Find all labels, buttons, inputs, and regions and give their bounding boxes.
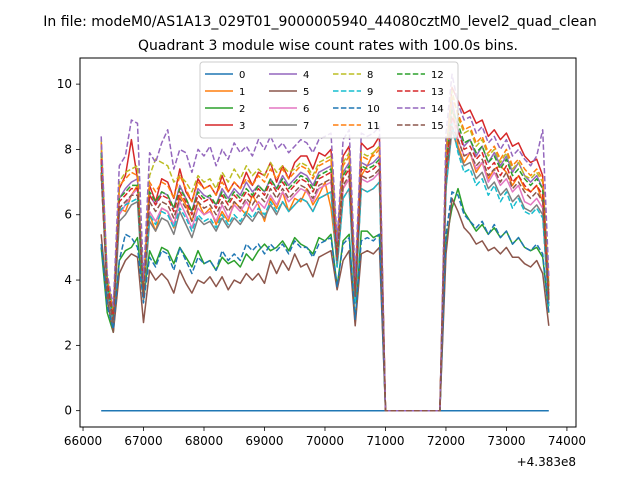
series-line-4 [100,99,550,412]
legend-label-1: 1 [239,87,245,98]
legend-label-13: 13 [431,87,444,98]
legend-label-8: 8 [367,70,373,81]
legend-label-11: 11 [367,121,380,132]
figure-suptitle: In file: modeM0/AS1A13_029T01_9000005940… [43,14,596,30]
x-axis-offset-text: +4.383e8 [517,455,576,469]
series-layer [100,73,550,412]
x-tick-label: 72000 [427,434,465,448]
x-tick-label: 74000 [548,434,586,448]
y-tick-label: 4 [64,273,72,287]
y-tick-label: 10 [57,77,72,91]
series-line-9 [100,122,550,412]
y-axis: 0 2 4 6 8 10 [57,77,80,418]
legend-label-14: 14 [431,104,444,115]
series-line-15 [100,125,550,412]
legend-label-4: 4 [303,70,309,81]
plot-area [100,73,550,412]
x-tick-label: 68000 [185,434,223,448]
x-axis: 66000 67000 68000 69000 70000 71000 72000 73000… [64,427,586,448]
y-tick-label: 8 [64,142,72,156]
series-line-6 [100,116,550,412]
series-line-5 [100,197,550,412]
chart-title: Quadrant 3 module wise count rates with … [138,38,518,54]
x-tick-label: 69000 [245,434,283,448]
y-tick-label: 0 [64,404,72,418]
x-tick-label: 71000 [366,434,404,448]
x-tick-label: 66000 [64,434,102,448]
series-line-13 [100,116,550,412]
legend-label-5: 5 [303,87,309,98]
series-line-12 [100,109,550,412]
legend-label-6: 6 [303,104,309,115]
legend-label-12: 12 [431,70,444,81]
legend-label-2: 2 [239,104,245,115]
legend-label-7: 7 [303,121,309,132]
y-tick-label: 2 [64,338,72,352]
legend-label-3: 3 [239,121,245,132]
legend-label-10: 10 [367,104,380,115]
x-tick-label: 67000 [124,434,162,448]
legend-box [199,61,459,139]
y-tick-label: 6 [64,208,72,222]
x-tick-label: 70000 [306,434,344,448]
legend-label-9: 9 [367,87,373,98]
legend-label-0: 0 [239,70,245,81]
axes-frame [79,57,577,428]
series-line-7 [100,129,550,412]
series-line-8 [100,89,550,412]
legend-label-15: 15 [431,121,444,132]
series-line-10 [100,191,550,412]
series-line-11 [100,96,550,412]
x-tick-label: 73000 [487,434,525,448]
